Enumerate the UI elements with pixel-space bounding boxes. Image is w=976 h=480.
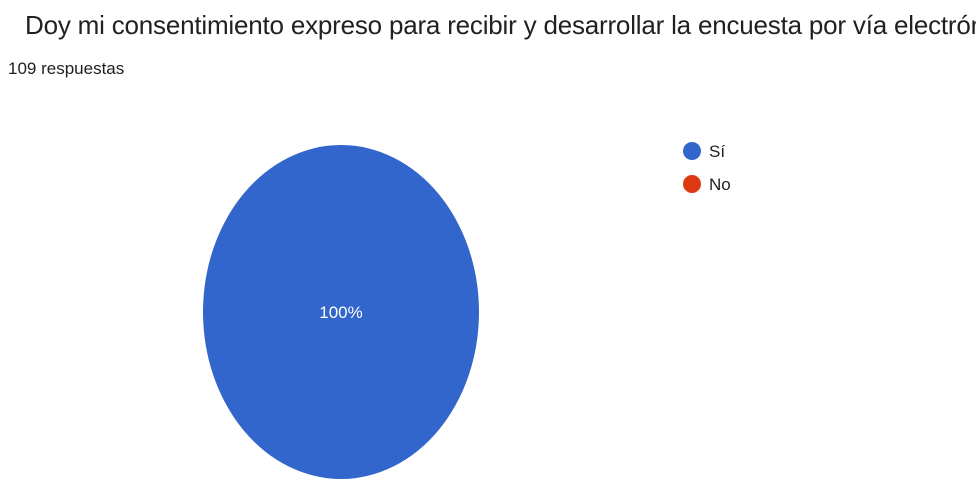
pie-slice-s [203, 145, 479, 479]
chart-legend: Sí No [683, 142, 731, 194]
slice-labels: 100% [319, 303, 362, 322]
slice-label-s: 100% [319, 303, 362, 322]
legend-item-s: Sí [683, 142, 725, 161]
legend-marker-no [683, 175, 701, 193]
pie-slices [203, 145, 479, 479]
legend-marker-s [683, 142, 701, 160]
legend-label-no: No [709, 175, 731, 194]
question-title: Doy mi consentimiento expreso para recib… [25, 10, 976, 40]
legend-item-no: No [683, 175, 731, 194]
legend-label-s: Sí [709, 142, 725, 161]
response-count: 109 respuestas [8, 59, 125, 78]
